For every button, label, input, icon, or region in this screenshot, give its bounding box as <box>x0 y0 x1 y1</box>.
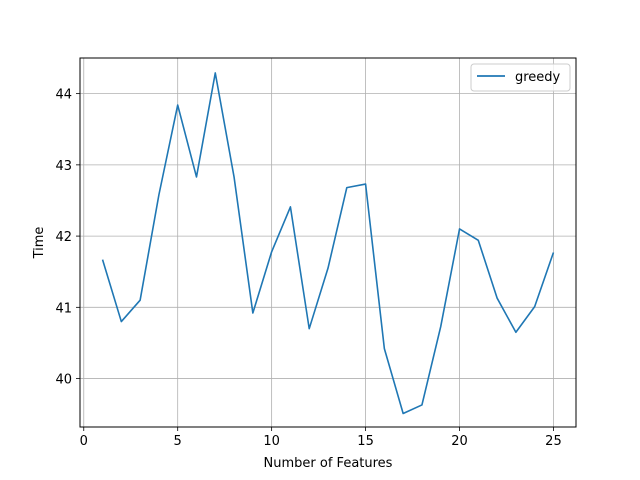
y-tick-label: 42 <box>55 230 72 245</box>
axis-ticks: 0 5 10 15 20 25 40 41 42 43 44 <box>55 88 561 449</box>
series-line-greedy <box>101 72 555 415</box>
x-tick-label: 25 <box>545 434 562 449</box>
y-tick-label: 41 <box>55 301 72 316</box>
x-tick-label: 15 <box>357 434 374 449</box>
legend: greedy <box>470 63 571 92</box>
y-tick-label: 43 <box>55 159 72 174</box>
y-tick-label: 40 <box>55 373 72 388</box>
x-tick-label: 10 <box>263 434 280 449</box>
x-axis-label: Number of Features <box>264 456 393 471</box>
y-tick-label: 44 <box>55 88 72 103</box>
grid-lines <box>80 58 576 427</box>
legend-box <box>470 63 571 92</box>
y-axis-label: Time <box>32 227 47 260</box>
x-tick-label: 5 <box>174 434 182 449</box>
x-tick-label: 20 <box>451 434 468 449</box>
plot-frame <box>79 57 577 428</box>
plot-background <box>80 58 576 427</box>
legend-label: greedy <box>515 70 561 85</box>
x-tick-label: 0 <box>80 434 88 449</box>
series-layer <box>101 72 555 415</box>
